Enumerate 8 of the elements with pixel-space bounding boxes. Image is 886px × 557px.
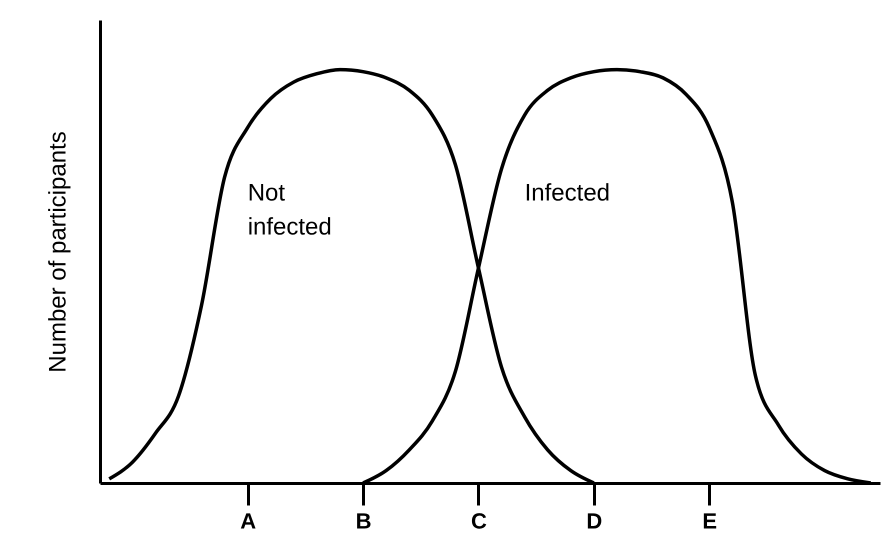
series-label: Not infected <box>248 180 332 241</box>
series-label: Infected <box>524 180 610 207</box>
x-tick-label: D <box>586 508 602 534</box>
x-tick-label: C <box>471 508 488 534</box>
x-tick-label: E <box>702 508 718 534</box>
x-tick-label: A <box>240 508 256 534</box>
y-axis-title: Number of participants <box>44 131 72 373</box>
x-tick-label: B <box>356 508 372 534</box>
